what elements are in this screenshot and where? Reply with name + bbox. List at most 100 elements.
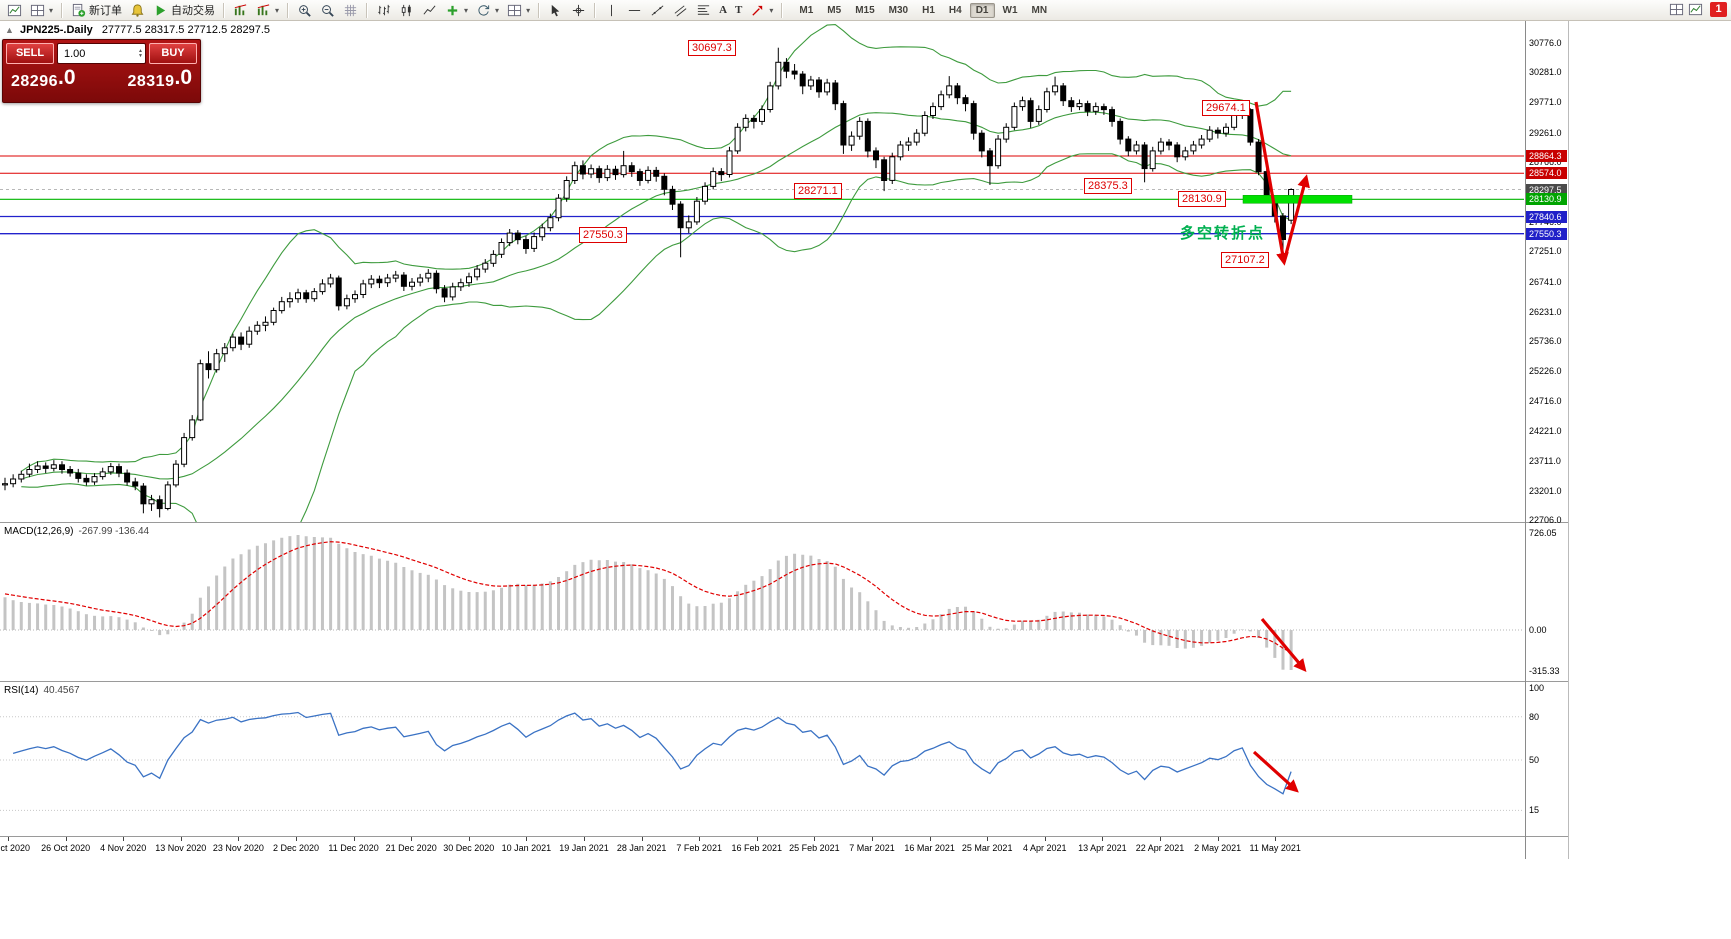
fibonacci-tool-button[interactable] bbox=[692, 0, 715, 20]
tile-windows-button[interactable] bbox=[339, 0, 362, 20]
price-callout[interactable]: 28130.9 bbox=[1178, 191, 1226, 207]
period-cycle-caret-icon[interactable]: ▾ bbox=[495, 5, 500, 15]
vertical-line-tool-icon bbox=[604, 3, 619, 18]
add-chart-caret-icon[interactable]: ▾ bbox=[464, 5, 469, 15]
candle-body bbox=[750, 117, 757, 122]
panel-splitter-rsi[interactable] bbox=[0, 681, 1568, 682]
sell-price[interactable]: 28296.0 bbox=[11, 66, 76, 90]
candle-body bbox=[1214, 129, 1221, 134]
arrows-tool-caret-icon[interactable]: ▾ bbox=[769, 5, 774, 15]
alerts-icon bbox=[130, 3, 145, 18]
timeframe-m15[interactable]: M15 bbox=[855, 4, 875, 16]
price-callout[interactable]: 30697.3 bbox=[688, 40, 736, 56]
candle-body bbox=[140, 485, 147, 505]
chart-list-icon[interactable] bbox=[1688, 2, 1703, 17]
timeframe-h1[interactable]: H1 bbox=[922, 4, 935, 16]
volume-input[interactable]: 1.00 ▲ ▼ bbox=[57, 43, 146, 64]
time-axis-tick bbox=[699, 837, 701, 841]
data-window-icon[interactable] bbox=[1669, 2, 1684, 17]
new-chart-button[interactable] bbox=[3, 0, 26, 20]
price-callout[interactable]: 28375.3 bbox=[1084, 178, 1132, 194]
bar-chart-mode-button[interactable] bbox=[372, 0, 395, 20]
bollinger-middle-band[interactable] bbox=[21, 111, 1292, 480]
timeframe-mn[interactable]: MN bbox=[1031, 4, 1048, 16]
timeframe-d1[interactable]: D1 bbox=[969, 2, 995, 18]
candle-body bbox=[148, 499, 155, 505]
indicators-button[interactable] bbox=[229, 0, 252, 20]
sell-button[interactable]: SELL bbox=[6, 43, 54, 64]
new-order-button[interactable]: 新订单 bbox=[67, 0, 126, 20]
volume-value[interactable]: 1.00 bbox=[64, 47, 86, 60]
horizontal-line-tool-button[interactable] bbox=[623, 0, 646, 20]
candle-body bbox=[238, 336, 245, 345]
auto-trading-button[interactable]: 自动交易 bbox=[149, 0, 219, 20]
time-axis-label: 25 Feb 2021 bbox=[789, 843, 840, 853]
red-arrow[interactable] bbox=[1252, 750, 1299, 793]
candlestick-mode-button[interactable] bbox=[395, 0, 418, 20]
period-cycle-button[interactable]: ▾ bbox=[472, 0, 503, 20]
text-label-tool-button[interactable]: T bbox=[731, 0, 746, 20]
candle-body bbox=[710, 171, 717, 187]
timeframe-m1[interactable]: M1 bbox=[799, 4, 814, 16]
indicator-windows-button[interactable]: ▾ bbox=[252, 0, 283, 20]
line-chart-mode-button[interactable] bbox=[418, 0, 441, 20]
time-axis-tick bbox=[180, 837, 182, 841]
price-callout[interactable]: 28271.1 bbox=[794, 183, 842, 199]
alerts-button[interactable] bbox=[126, 0, 149, 20]
timeframe-h4[interactable]: H4 bbox=[948, 4, 962, 16]
time-axis-tick bbox=[8, 837, 9, 841]
arrows-tool-button[interactable]: ▾ bbox=[746, 0, 777, 20]
candle-body bbox=[75, 472, 82, 479]
chinese-annotation[interactable]: 多空转折点 bbox=[1180, 225, 1266, 242]
time-axis-tick bbox=[1044, 837, 1046, 841]
zoom-in-button[interactable] bbox=[293, 0, 316, 20]
time-axis[interactable]: 6 Oct 2020 26 Oct 2020 4 Nov 2020 13 Nov 20… bbox=[0, 837, 1568, 859]
buy-price[interactable]: 28319.0 bbox=[127, 66, 192, 90]
volume-stepper[interactable]: ▲ ▼ bbox=[138, 47, 143, 59]
candle-body bbox=[571, 165, 578, 181]
price-axis[interactable]: 30776.030281.029771.029261.028766.028256… bbox=[1526, 21, 1568, 939]
candle-body bbox=[441, 288, 448, 298]
candle-body bbox=[490, 253, 497, 264]
red-arrow[interactable] bbox=[1254, 101, 1289, 266]
tile-windows-icon bbox=[343, 3, 358, 18]
timeframe-m5[interactable]: M5 bbox=[827, 4, 842, 16]
timeframe-w1[interactable]: W1 bbox=[1002, 4, 1018, 16]
candle-body bbox=[588, 168, 595, 175]
red-arrow[interactable] bbox=[1282, 174, 1310, 263]
channel-tool-button[interactable] bbox=[669, 0, 692, 20]
time-axis-tick bbox=[987, 837, 989, 841]
add-chart-button[interactable]: ▾ bbox=[441, 0, 472, 20]
notification-badge[interactable]: 1 bbox=[1710, 2, 1727, 17]
period-cycle-icon bbox=[476, 3, 491, 18]
buy-button[interactable]: BUY bbox=[149, 43, 197, 64]
panel-splitter-macd[interactable] bbox=[0, 522, 1568, 523]
bollinger-upper-band[interactable] bbox=[20, 24, 1292, 472]
price-callout[interactable]: 27107.2 bbox=[1221, 252, 1269, 268]
trendline-tool-button[interactable] bbox=[646, 0, 669, 20]
chart-template-caret-icon[interactable]: ▾ bbox=[526, 5, 531, 15]
one-click-collapse-icon[interactable]: ▲ bbox=[5, 25, 14, 35]
candle-body bbox=[172, 463, 179, 486]
bollinger-lower-band[interactable] bbox=[21, 153, 1292, 522]
time-axis-label: 13 Apr 2021 bbox=[1078, 843, 1127, 853]
chart-template-button[interactable]: ▾ bbox=[503, 0, 534, 20]
candle-body bbox=[889, 156, 896, 181]
cursor-tool-button[interactable] bbox=[544, 0, 567, 20]
candle-body bbox=[767, 85, 774, 111]
vertical-line-tool-button[interactable] bbox=[600, 0, 623, 20]
indicator-windows-caret-icon[interactable]: ▾ bbox=[275, 5, 280, 15]
thick-green-level-bar[interactable] bbox=[1242, 195, 1353, 204]
candle-body bbox=[417, 277, 424, 283]
red-arrow[interactable] bbox=[1260, 617, 1307, 672]
text-tool-button[interactable]: A bbox=[715, 0, 731, 20]
crosshair-tool-button[interactable] bbox=[567, 0, 590, 20]
zoom-out-button[interactable] bbox=[316, 0, 339, 20]
price-callout[interactable]: 27550.3 bbox=[579, 227, 627, 243]
timeframe-m30[interactable]: M30 bbox=[888, 4, 909, 16]
profiles-caret-icon[interactable]: ▾ bbox=[49, 5, 54, 15]
candle-body bbox=[791, 70, 798, 75]
candle-body bbox=[1035, 109, 1042, 122]
profiles-button[interactable]: ▾ bbox=[26, 0, 57, 20]
price-callout[interactable]: 29674.1 bbox=[1202, 100, 1250, 116]
